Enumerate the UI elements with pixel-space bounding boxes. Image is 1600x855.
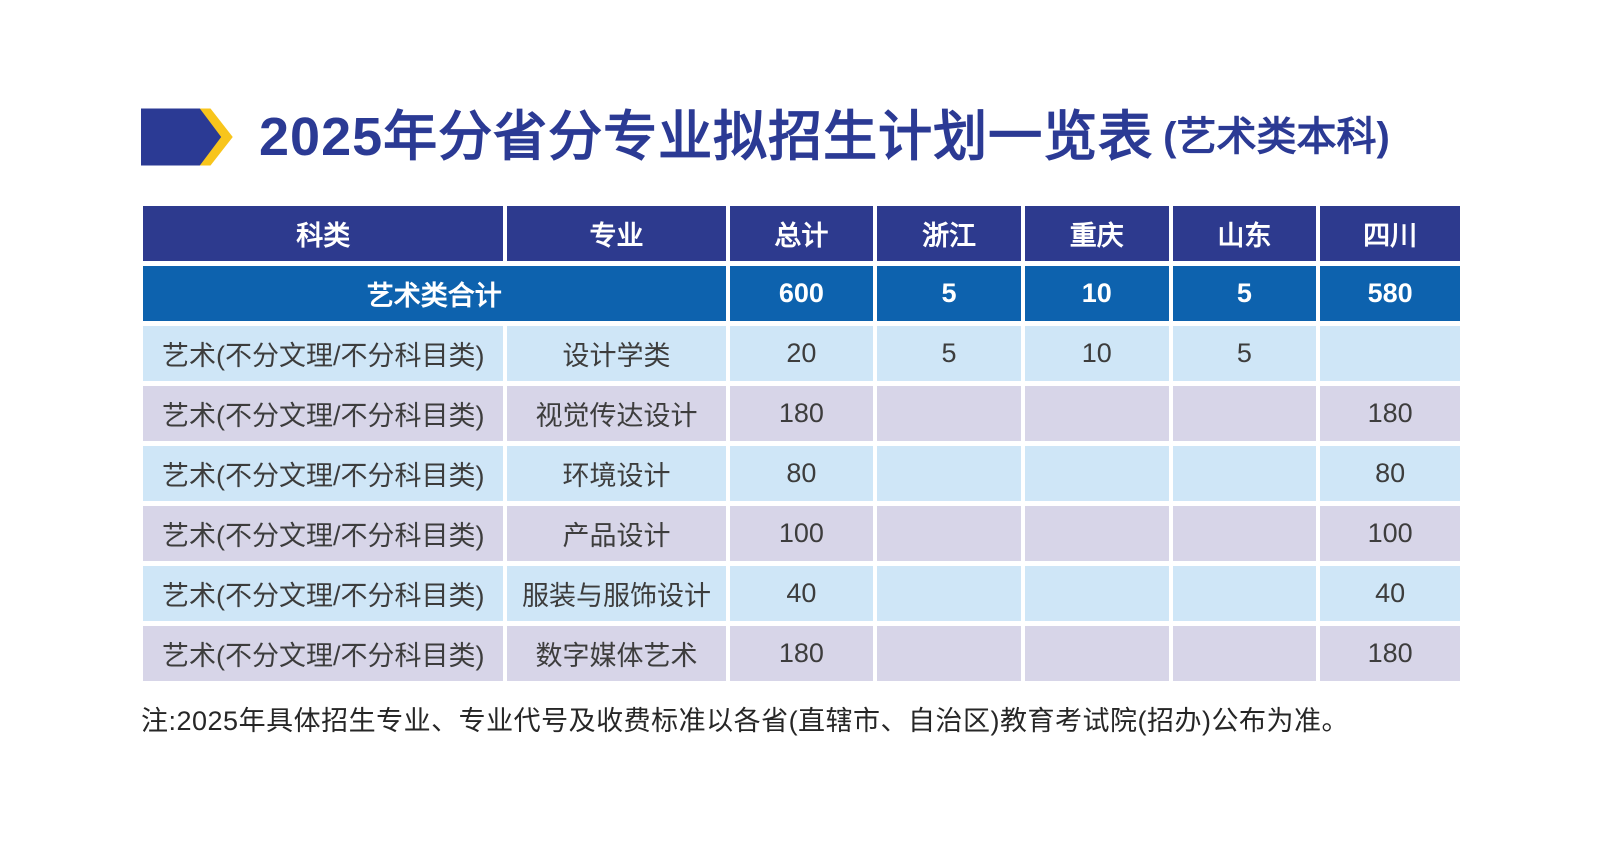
cell-zhejiang: 5	[877, 326, 1021, 381]
table-row: 艺术(不分文理/不分科目类) 设计学类 20 5 10 5	[143, 326, 1460, 381]
cell-zhejiang	[877, 506, 1021, 561]
cell-major: 数字媒体艺术	[507, 626, 726, 681]
cell-total: 100	[729, 506, 874, 561]
col-header-total: 总计	[729, 206, 874, 261]
summary-label: 艺术类合计	[143, 266, 726, 321]
cell-chongqing	[1024, 626, 1169, 681]
cell-shandong	[1172, 506, 1317, 561]
cell-sichuan	[1320, 326, 1460, 381]
table-row: 艺术(不分文理/不分科目类) 数字媒体艺术 180 180	[143, 626, 1460, 681]
cell-sichuan: 180	[1320, 386, 1460, 441]
cell-category: 艺术(不分文理/不分科目类)	[143, 386, 504, 441]
page-title-suffix: (艺术类本科)	[1163, 115, 1390, 159]
cell-category: 艺术(不分文理/不分科目类)	[143, 566, 504, 621]
cell-zhejiang	[877, 626, 1021, 681]
enrollment-plan-table: 科类 专业 总计 浙江 重庆 山东 四川 艺术类合计 600 5 10 5 58…	[139, 201, 1464, 686]
cell-major: 环境设计	[507, 446, 726, 501]
summary-sichuan: 580	[1320, 266, 1460, 321]
cell-shandong	[1172, 386, 1317, 441]
cell-sichuan: 180	[1320, 626, 1460, 681]
summary-chongqing: 10	[1024, 266, 1169, 321]
cell-zhejiang	[877, 386, 1021, 441]
cell-major: 视觉传达设计	[507, 386, 726, 441]
summary-zhejiang: 5	[877, 266, 1021, 321]
table-row: 艺术(不分文理/不分科目类) 视觉传达设计 180 180	[143, 386, 1460, 441]
col-header-shandong: 山东	[1172, 206, 1317, 261]
cell-sichuan: 100	[1320, 506, 1460, 561]
cell-shandong	[1172, 446, 1317, 501]
cell-category: 艺术(不分文理/不分科目类)	[143, 326, 504, 381]
cell-chongqing	[1024, 566, 1169, 621]
arrow-banner-icon	[141, 106, 239, 168]
cell-total: 180	[729, 386, 874, 441]
cell-zhejiang	[877, 446, 1021, 501]
col-header-zhejiang: 浙江	[877, 206, 1021, 261]
cell-chongqing	[1024, 446, 1169, 501]
page-title-row: 2025年分省分专业拟招生计划一览表 (艺术类本科)	[141, 100, 1390, 174]
cell-major: 服装与服饰设计	[507, 566, 726, 621]
cell-chongqing: 10	[1024, 326, 1169, 381]
cell-shandong	[1172, 566, 1317, 621]
cell-category: 艺术(不分文理/不分科目类)	[143, 626, 504, 681]
col-header-chongqing: 重庆	[1024, 206, 1169, 261]
cell-major: 产品设计	[507, 506, 726, 561]
cell-chongqing	[1024, 386, 1169, 441]
col-header-sichuan: 四川	[1320, 206, 1460, 261]
cell-category: 艺术(不分文理/不分科目类)	[143, 506, 504, 561]
table-header-row: 科类 专业 总计 浙江 重庆 山东 四川	[143, 206, 1460, 261]
cell-category: 艺术(不分文理/不分科目类)	[143, 446, 504, 501]
footnote: 注:2025年具体招生专业、专业代号及收费标准以各省(直辖市、自治区)教育考试院…	[141, 706, 1350, 736]
table-row: 艺术(不分文理/不分科目类) 服装与服饰设计 40 40	[143, 566, 1460, 621]
cell-zhejiang	[877, 566, 1021, 621]
summary-shandong: 5	[1172, 266, 1317, 321]
cell-sichuan: 40	[1320, 566, 1460, 621]
table-row: 艺术(不分文理/不分科目类) 环境设计 80 80	[143, 446, 1460, 501]
summary-total: 600	[729, 266, 874, 321]
cell-sichuan: 80	[1320, 446, 1460, 501]
cell-total: 40	[729, 566, 874, 621]
cell-chongqing	[1024, 506, 1169, 561]
col-header-category: 科类	[143, 206, 504, 261]
summary-row: 艺术类合计 600 5 10 5 580	[143, 266, 1460, 321]
col-header-major: 专业	[507, 206, 726, 261]
cell-shandong: 5	[1172, 326, 1317, 381]
cell-total: 80	[729, 446, 874, 501]
cell-total: 20	[729, 326, 874, 381]
page-title-main: 2025年分省分专业拟招生计划一览表	[259, 107, 1154, 167]
cell-major: 设计学类	[507, 326, 726, 381]
page-title: 2025年分省分专业拟招生计划一览表 (艺术类本科)	[259, 110, 1390, 164]
cell-shandong	[1172, 626, 1317, 681]
cell-total: 180	[729, 626, 874, 681]
table-row: 艺术(不分文理/不分科目类) 产品设计 100 100	[143, 506, 1460, 561]
